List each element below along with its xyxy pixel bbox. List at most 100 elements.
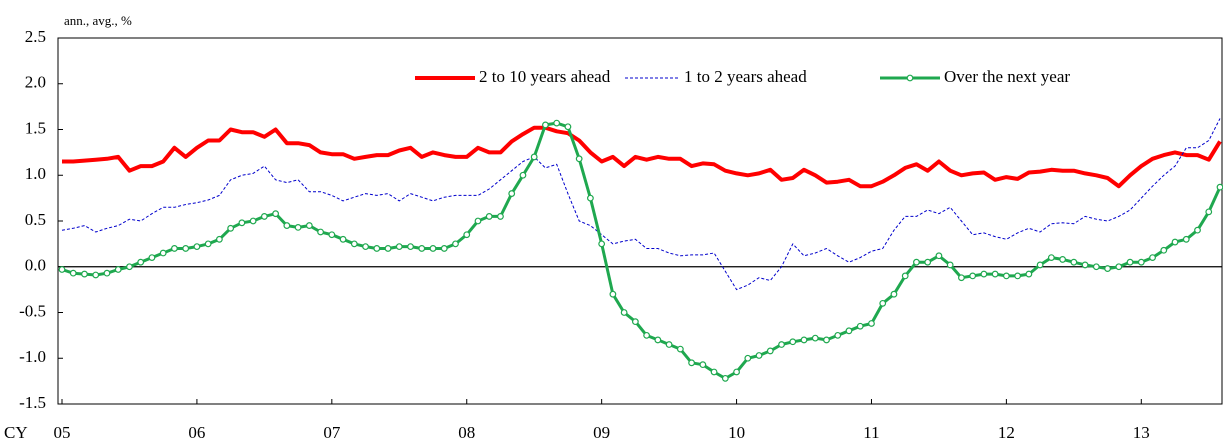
x-tick-label: 13 <box>1133 423 1150 442</box>
y-tick-label: 1.0 <box>25 164 46 183</box>
series-marker <box>395 243 403 251</box>
series-marker <box>587 194 594 202</box>
legend-label: 1 to 2 years ahead <box>684 67 807 86</box>
legend-marker <box>906 74 914 82</box>
x-tick-label: 09 <box>593 423 610 442</box>
series-marker <box>497 213 504 220</box>
series-marker <box>1160 246 1168 254</box>
series-marker <box>946 261 954 269</box>
series-marker <box>171 245 178 252</box>
series-marker <box>126 263 133 271</box>
series-marker <box>429 245 437 252</box>
series-marker <box>991 270 999 278</box>
series-marker <box>823 336 830 344</box>
series-marker <box>958 274 965 282</box>
legend-label: Over the next year <box>944 67 1070 86</box>
series-marker <box>114 266 122 273</box>
y-tick-label: 2.5 <box>25 27 46 46</box>
series-marker <box>676 345 684 353</box>
series-marker <box>879 299 887 307</box>
series-marker <box>553 119 561 127</box>
series-marker <box>418 245 426 252</box>
series-marker <box>834 331 842 339</box>
series-marker <box>688 359 695 367</box>
series-marker <box>969 272 977 280</box>
series-marker <box>800 336 808 344</box>
series-line <box>61 118 1221 291</box>
series-marker <box>339 235 347 243</box>
series-marker <box>699 361 707 369</box>
series-marker <box>811 334 819 342</box>
y-tick-label: -0.5 <box>19 301 46 320</box>
series-marker <box>845 327 853 335</box>
series-marker <box>238 219 246 227</box>
x-tick-label: 06 <box>188 423 205 442</box>
series-line <box>62 125 1222 189</box>
series-marker <box>935 252 943 260</box>
series-marker <box>193 243 201 251</box>
series-marker <box>755 352 763 359</box>
series-marker <box>92 271 100 279</box>
y-tick-label: 1.5 <box>25 118 46 137</box>
legend-label: 2 to 10 years ahead <box>479 67 611 86</box>
series-marker <box>1182 235 1190 243</box>
series-marker <box>564 123 572 131</box>
series-marker <box>103 269 111 277</box>
series-marker <box>384 245 392 252</box>
series-marker <box>452 240 459 248</box>
series-marker <box>710 368 718 376</box>
series-marker <box>1115 263 1123 271</box>
series-marker <box>1025 270 1033 278</box>
series-marker <box>474 217 482 225</box>
x-tick-label: 07 <box>323 423 341 442</box>
series-marker <box>868 320 875 327</box>
series-marker <box>283 222 291 229</box>
series-marker <box>913 258 920 266</box>
series-marker <box>508 190 516 197</box>
series-marker <box>631 318 639 326</box>
x-tick-label: 11 <box>863 423 879 442</box>
y-tick-label: 2.0 <box>25 73 46 92</box>
series-marker <box>137 258 145 266</box>
series-marker <box>1171 238 1179 246</box>
plot-frame <box>57 37 1223 405</box>
series-marker <box>305 222 313 229</box>
series-marker <box>609 290 617 298</box>
series-marker <box>249 217 257 225</box>
series-marker <box>1149 254 1156 262</box>
series-marker <box>317 228 324 236</box>
series-marker <box>215 235 223 243</box>
series-marker <box>294 224 302 231</box>
series-marker <box>744 354 752 362</box>
series-marker <box>980 270 988 278</box>
series-marker <box>440 245 448 252</box>
x-tick-label: 08 <box>458 423 475 442</box>
series-marker <box>58 266 66 273</box>
series-marker <box>575 155 583 163</box>
series-marker <box>901 272 909 280</box>
series-marker <box>1059 256 1067 263</box>
series-marker <box>789 338 797 346</box>
y-tick-label: -1.5 <box>19 393 46 412</box>
y-tick-label: 0.5 <box>25 210 46 229</box>
x-axis-label: CY <box>4 423 28 442</box>
series-marker <box>182 245 190 252</box>
series-marker <box>463 231 471 239</box>
series-marker <box>1092 263 1100 271</box>
series-marker <box>598 240 606 248</box>
y-axis-label: ann., avg., % <box>64 13 132 28</box>
series-marker <box>1205 208 1213 216</box>
series-marker <box>1081 261 1089 269</box>
series-marker <box>1137 258 1145 266</box>
series-marker <box>204 240 212 248</box>
series-marker <box>620 309 628 316</box>
series-marker <box>272 210 280 218</box>
series-line <box>61 121 1222 380</box>
series-marker <box>1014 272 1022 280</box>
series-marker <box>665 341 673 348</box>
series-marker <box>643 331 651 339</box>
series-marker <box>542 121 549 129</box>
series-marker <box>350 240 358 248</box>
series-marker <box>778 341 785 348</box>
